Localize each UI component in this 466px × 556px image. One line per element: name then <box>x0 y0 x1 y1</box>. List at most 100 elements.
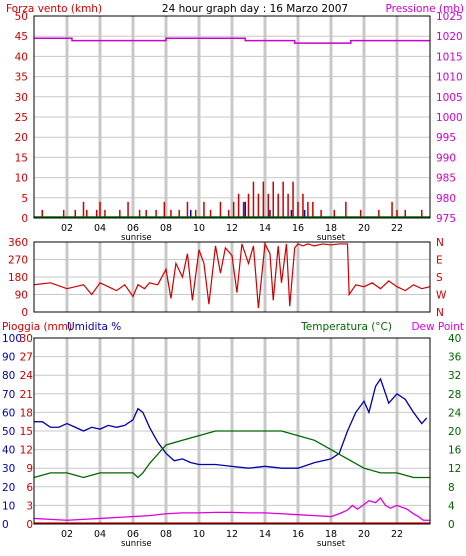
humidity-temperature-panel: 0102030405060708090100036912151821242730… <box>2 321 464 549</box>
temperature-tick-label: 36 <box>448 352 462 364</box>
direction-tick-label: 90 <box>15 290 28 302</box>
hour-tick-label: 16 <box>292 529 304 540</box>
pressure-tick-label: 975 <box>436 213 456 225</box>
wind-bar <box>257 193 260 218</box>
hour-tick-label: 14 <box>259 223 271 234</box>
humidity-tick-label: 80 <box>2 370 15 382</box>
wind-bar <box>219 201 222 218</box>
wind-bar <box>320 209 322 218</box>
temperature-tick-label: 8 <box>448 482 455 494</box>
rain-tick-label: 21 <box>20 389 33 401</box>
wind-tick-label: 20 <box>15 132 28 144</box>
wind-bar <box>99 201 101 218</box>
hour-tick-label: 04 <box>94 223 106 234</box>
wind-bar <box>194 209 197 218</box>
wind-bar <box>404 209 406 218</box>
wind-bar <box>378 209 380 218</box>
wind-tick-label: 30 <box>15 92 28 104</box>
wind-bar <box>127 201 129 218</box>
chart-title: 24 hour graph day : 16 Marzo 2007 <box>162 3 348 15</box>
wind-bar <box>41 209 43 218</box>
hour-tick-label: 20 <box>358 223 370 234</box>
wind-bar <box>227 209 230 218</box>
wind-bar <box>396 209 398 218</box>
rain-tick-label: 18 <box>20 407 33 419</box>
temperature-tick-label: 32 <box>448 370 461 382</box>
wind-tick-label: 40 <box>15 51 28 63</box>
sunset-label: sunset <box>317 233 346 243</box>
hour-tick-label: 12 <box>226 223 238 234</box>
humidity-tick-label: 90 <box>2 352 15 364</box>
wind-bar <box>209 209 212 218</box>
pressure-tick-label: 1005 <box>436 92 463 104</box>
humidity-line <box>34 377 428 469</box>
wind-bar <box>186 201 189 218</box>
wind-bar <box>138 209 141 218</box>
pressure-tick-label: 1025 <box>436 11 463 23</box>
pressure-tick-label: 985 <box>436 173 456 185</box>
wind-bar <box>277 193 279 218</box>
dew_point-line <box>33 496 430 521</box>
pressure-tick-label: 980 <box>436 193 456 205</box>
humidity-tick-label: 40 <box>2 445 15 457</box>
wind-tick-label: 10 <box>15 173 28 185</box>
panel-frame <box>33 241 431 313</box>
humidity-axis-label: Umidita % <box>67 321 121 333</box>
direction-tick-label: 0 <box>21 307 28 319</box>
sunrise-label: sunrise <box>121 539 152 549</box>
wind-bar <box>421 209 423 218</box>
pressure-tick-label: 1015 <box>436 51 463 63</box>
pressure-tick-label: 1020 <box>436 31 463 43</box>
wind-bar <box>242 201 245 218</box>
hour-tick-label: 20 <box>358 529 370 540</box>
rain-tick-label: 27 <box>20 352 33 364</box>
wind-bar <box>62 209 65 218</box>
rain-tick-label: 9 <box>26 463 33 475</box>
hour-tick-label: 02 <box>61 529 73 540</box>
wind-tick-label: 5 <box>21 193 28 205</box>
compass-label: S <box>436 272 443 284</box>
wind-bar <box>155 209 157 218</box>
wind-bar <box>359 209 362 218</box>
hour-tick-label: 14 <box>259 529 271 540</box>
wind-bar <box>272 181 274 218</box>
compass-label: N <box>436 307 444 319</box>
temperature-tick-label: 4 <box>448 500 455 512</box>
wind-tick-label: 50 <box>15 11 28 23</box>
wind-bar <box>292 181 294 218</box>
gust-bar <box>269 209 271 218</box>
gust-bar <box>303 209 306 218</box>
wind-bar <box>252 181 255 218</box>
rain-tick-label: 6 <box>26 482 33 494</box>
wind-bar <box>391 201 393 218</box>
wind-bar <box>145 209 147 218</box>
wind-tick-label: 25 <box>15 112 28 124</box>
wind-direction-line <box>33 241 431 309</box>
pressure-axis-label: Pressione (mb) <box>385 3 464 15</box>
wind-bar <box>163 201 166 218</box>
sunrise-label: sunrise <box>121 233 152 243</box>
wind-tick-label: 45 <box>15 31 28 43</box>
humidity-tick-label: 50 <box>2 426 15 438</box>
panel-frame <box>33 15 431 219</box>
wind-bar <box>178 209 180 218</box>
wind-bar <box>104 209 106 218</box>
hour-tick-label: 02 <box>61 223 73 234</box>
temperature-axis-label: Temperatura (°C) <box>300 321 392 333</box>
pressure-line <box>34 37 430 44</box>
wind-bar <box>287 193 289 218</box>
hour-tick-label: 08 <box>160 529 172 540</box>
sunset-label: sunset <box>317 539 346 549</box>
temperature-tick-label: 28 <box>448 389 461 401</box>
rain-tick-label: 30 <box>20 333 33 345</box>
wind-bar <box>82 201 85 218</box>
wind-bar <box>74 209 76 218</box>
rain-tick-label: 3 <box>26 500 33 512</box>
wind-bar <box>262 181 265 218</box>
hour-tick-label: 22 <box>391 223 403 234</box>
wind-bar <box>95 209 98 218</box>
pressure-tick-label: 1000 <box>436 112 463 124</box>
gust-bar <box>290 209 293 218</box>
direction-tick-label: 180 <box>8 272 28 284</box>
